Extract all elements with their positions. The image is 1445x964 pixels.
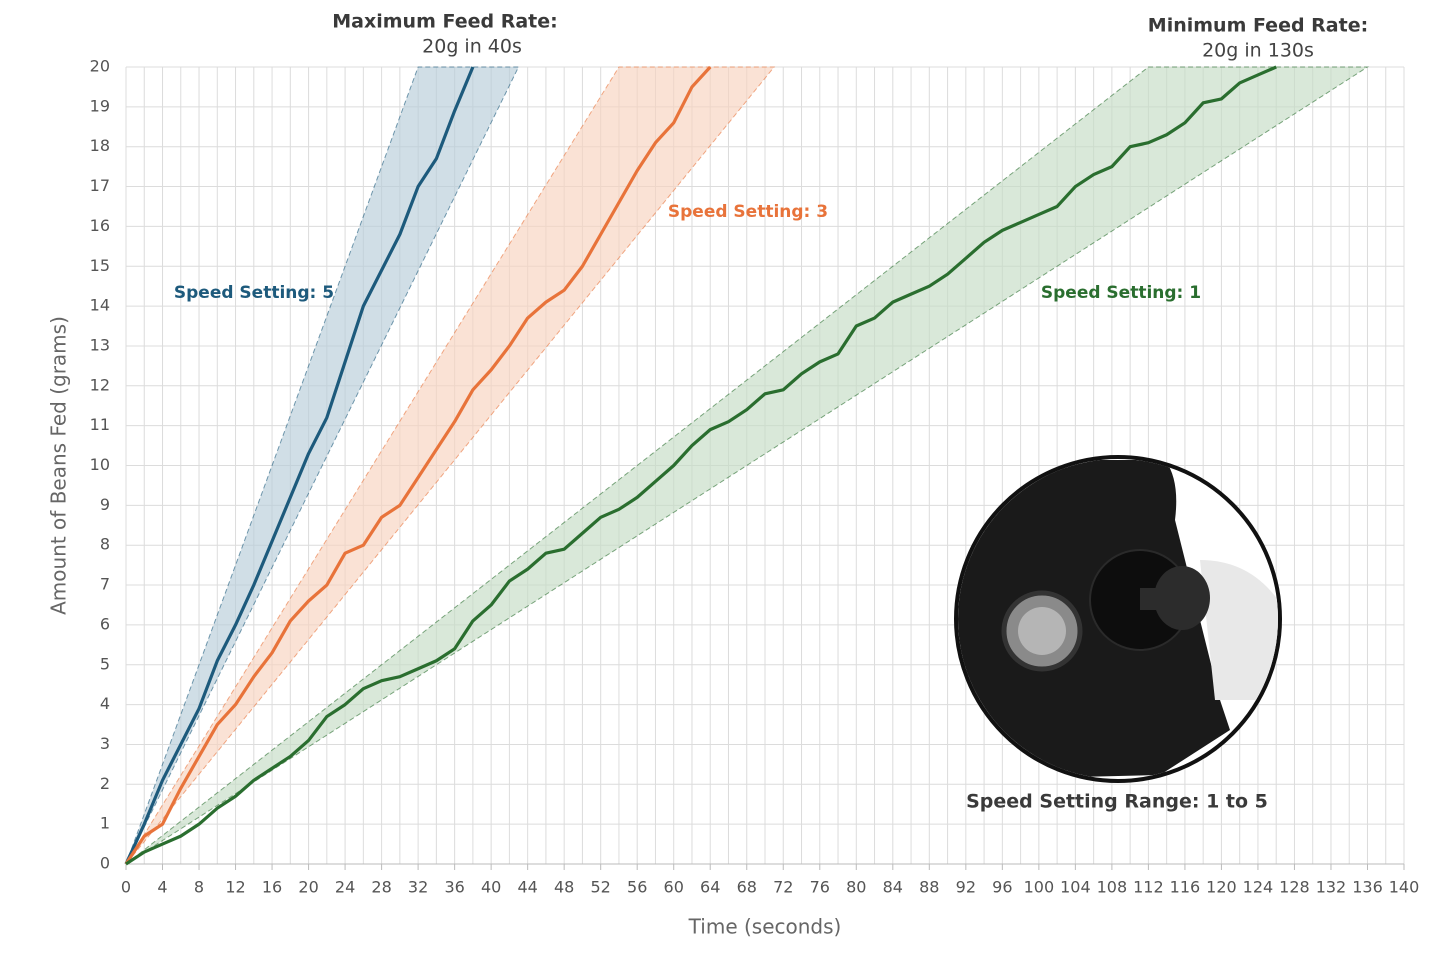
x-tick-label: 20 [298,878,318,897]
annotation-title: Minimum Feed Rate: [1148,15,1368,37]
x-tick-label: 116 [1170,878,1201,897]
y-tick-label: 11 [90,415,110,434]
x-tick-label: 112 [1133,878,1164,897]
y-tick-label: 18 [90,136,110,155]
x-tick-label: 4 [157,878,167,897]
y-tick-label: 9 [100,495,110,514]
x-tick-label: 24 [335,878,355,897]
x-tick-label: 0 [121,878,131,897]
series-line [125,65,1277,866]
x-axis-label: Time (seconds) [688,915,842,939]
x-tick-label: 64 [700,878,720,897]
x-tick-label: 88 [919,878,939,897]
x-tick-label: 136 [1352,878,1383,897]
x-tick-label: 140 [1389,878,1420,897]
x-tick-label: 108 [1097,878,1128,897]
x-tick-label: 44 [517,878,537,897]
band [125,66,776,865]
y-tick-label: 12 [90,375,110,394]
y-tick-label: 6 [100,614,110,633]
y-tick-label: 14 [90,296,110,315]
x-tick-label: 92 [956,878,976,897]
x-tick-label: 120 [1206,878,1237,897]
y-tick-label: 7 [100,575,110,594]
y-tick-label: 2 [100,774,110,793]
series-line [124,66,475,865]
band [125,66,520,865]
x-tick-label: 72 [773,878,793,897]
x-tick-label: 84 [883,878,903,897]
x-tick-label: 8 [194,878,204,897]
y-axis-label: Amount of Beans Fed (grams) [47,316,71,615]
series-label: Speed Setting: 5 [174,283,334,303]
annotation: Speed Setting Range: 1 to 5 [966,791,1268,813]
y-tick-label: 8 [100,535,110,554]
y-tick-label: 17 [90,176,110,195]
x-tick-label: 124 [1243,878,1274,897]
annotation: 20g in 130s [1202,40,1314,62]
y-tick-label: 4 [100,694,110,713]
annotation-title: Maximum Feed Rate: [332,11,557,33]
series-label: Speed Setting: 3 [668,202,828,222]
series-label: Speed Setting: 1 [1041,283,1201,303]
band [125,66,1370,865]
y-tick-label: 16 [90,216,110,235]
x-tick-label: 36 [444,878,464,897]
y-tick-label: 10 [90,455,110,474]
x-tick-label: 68 [737,878,757,897]
annotation: 20g in 40s [422,36,522,58]
series-line [124,65,712,865]
y-tick-label: 1 [100,814,110,833]
x-tick-label: 100 [1024,878,1055,897]
x-tick-label: 56 [627,878,647,897]
x-tick-label: 132 [1316,878,1347,897]
x-tick-label: 52 [591,878,611,897]
x-tick-label: 104 [1060,878,1091,897]
x-tick-label: 32 [408,878,428,897]
y-tick-label: 20 [90,57,110,76]
x-tick-label: 80 [846,878,866,897]
x-tick-label: 128 [1279,878,1310,897]
x-tick-label: 40 [481,878,501,897]
x-tick-label: 12 [225,878,245,897]
x-tick-label: 48 [554,878,574,897]
x-tick-label: 76 [810,878,830,897]
x-tick-label: 96 [992,878,1012,897]
y-tick-label: 3 [100,734,110,753]
y-tick-label: 13 [90,335,110,354]
dial-photo [954,455,1282,783]
x-tick-label: 28 [371,878,391,897]
y-tick-label: 0 [100,854,110,873]
x-tick-label: 16 [262,878,282,897]
x-tick-label: 60 [664,878,684,897]
y-tick-label: 15 [90,256,110,275]
y-tick-label: 19 [90,96,110,115]
y-tick-label: 5 [100,654,110,673]
